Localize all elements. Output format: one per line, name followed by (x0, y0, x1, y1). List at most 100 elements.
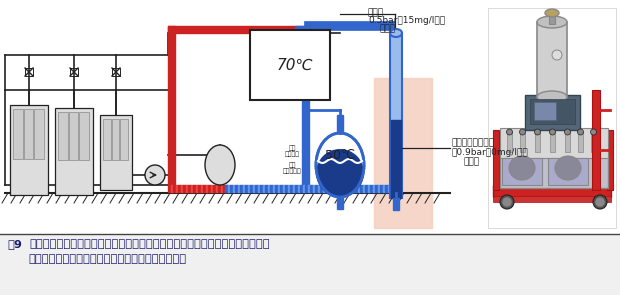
Bar (337, 185, 340, 192)
Text: 冷液
ガス少ない: 冷液 ガス少ない (283, 162, 301, 174)
Bar (578, 132, 583, 152)
Bar (168, 26, 175, 185)
Bar (250, 185, 252, 192)
Ellipse shape (503, 198, 511, 206)
Bar (198, 185, 200, 192)
Bar (383, 185, 385, 192)
Ellipse shape (545, 9, 559, 17)
Bar (548, 158, 588, 185)
Bar (535, 132, 540, 152)
Bar (355, 185, 358, 192)
Bar (525, 95, 580, 130)
Bar (332, 185, 335, 192)
Bar (69, 112, 78, 160)
Bar (345, 185, 347, 192)
Bar (183, 185, 185, 192)
Bar (226, 185, 228, 192)
Bar (335, 185, 337, 192)
Bar (549, 13, 555, 24)
Bar (373, 185, 375, 192)
Bar (293, 185, 295, 192)
Bar (230, 185, 232, 192)
Ellipse shape (590, 129, 596, 135)
Bar (363, 185, 365, 192)
Bar (262, 185, 265, 192)
Bar (607, 130, 613, 190)
Bar (290, 185, 293, 192)
Ellipse shape (534, 129, 541, 135)
Bar (228, 185, 230, 192)
Ellipse shape (500, 195, 514, 209)
Bar (493, 130, 499, 190)
Bar (325, 185, 327, 192)
Bar (393, 198, 399, 210)
Bar (221, 185, 223, 192)
Text: 70℃: 70℃ (277, 58, 313, 73)
Bar (200, 185, 203, 192)
Bar (280, 185, 283, 192)
Text: 「サービテック」を装備した暖房システムの概要図: 「サービテック」を装備した暖房システムの概要図 (28, 254, 186, 264)
Bar (391, 120, 401, 198)
Ellipse shape (316, 133, 364, 197)
Bar (488, 8, 616, 228)
Bar (10, 105, 48, 195)
Bar (13, 109, 23, 158)
Bar (302, 26, 309, 185)
Bar (252, 185, 255, 192)
Bar (79, 112, 89, 160)
Bar (180, 185, 183, 192)
Bar (347, 185, 350, 192)
Bar (388, 185, 390, 192)
Bar (247, 185, 250, 192)
Bar (175, 185, 178, 192)
Bar (365, 185, 368, 192)
Bar (223, 185, 226, 192)
Bar (493, 185, 611, 197)
Bar (380, 185, 383, 192)
Bar (235, 185, 237, 192)
Text: 気液
ガス多い: 気液 ガス多い (285, 145, 299, 157)
Bar (305, 185, 308, 192)
Ellipse shape (509, 156, 535, 180)
Text: 上層部: 上層部 (368, 8, 384, 17)
Bar (112, 119, 119, 160)
Bar (260, 185, 262, 192)
Bar (170, 185, 173, 192)
Bar (378, 185, 380, 192)
Bar (283, 185, 285, 192)
Bar (34, 109, 44, 158)
Bar (218, 185, 221, 192)
Text: 50℃: 50℃ (325, 148, 355, 161)
Bar (278, 185, 280, 192)
Bar (120, 119, 128, 160)
Bar (168, 26, 302, 33)
Bar (285, 185, 288, 192)
Bar (295, 26, 309, 33)
Bar (205, 185, 208, 192)
Bar (245, 185, 247, 192)
Bar (216, 185, 218, 192)
Bar (190, 185, 193, 192)
Bar (213, 185, 216, 192)
Bar (385, 185, 388, 192)
Text: －0.9bar＝0mg/l窒素: －0.9bar＝0mg/l窒素 (452, 148, 529, 157)
Ellipse shape (145, 165, 165, 185)
Bar (353, 185, 355, 192)
Bar (368, 185, 370, 192)
Ellipse shape (555, 156, 581, 180)
Bar (374, 78, 432, 228)
Bar (500, 128, 608, 158)
Bar (240, 185, 242, 192)
Bar (211, 185, 213, 192)
Text: ＝飽和: ＝飽和 (380, 24, 396, 33)
Bar (390, 33, 402, 198)
Bar (390, 185, 392, 192)
Bar (392, 185, 395, 192)
Bar (300, 185, 303, 192)
Ellipse shape (507, 129, 513, 135)
Text: ：循環水および補給水を脱気するための動的真空噴霧管脱気装置リフレックス: ：循環水および補給水を脱気するための動的真空噴霧管脱気装置リフレックス (29, 239, 270, 249)
Bar (493, 196, 611, 202)
Ellipse shape (549, 129, 556, 135)
Bar (250, 30, 330, 100)
Bar (298, 185, 300, 192)
